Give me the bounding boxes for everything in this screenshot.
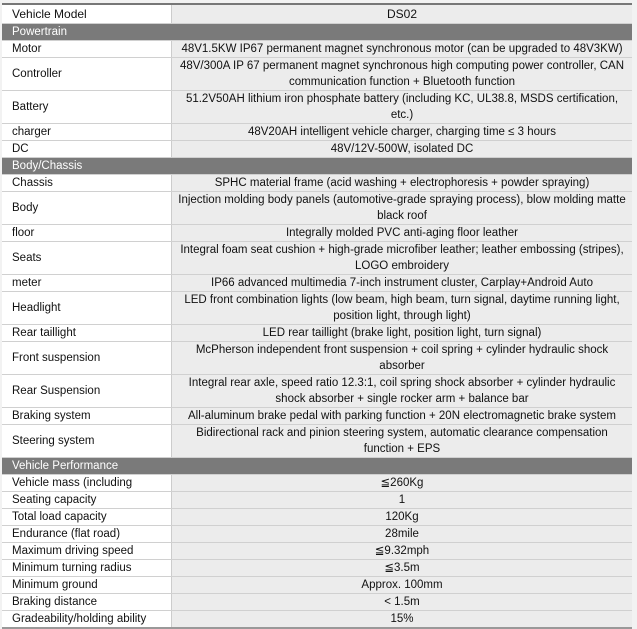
section-header: Body/Chassis	[2, 157, 632, 175]
spec-label: Vehicle Model	[2, 4, 172, 24]
table-row: Endurance (flat road) 28mile	[2, 525, 632, 543]
table-row: Chassis SPHC material frame (acid washing…	[2, 174, 632, 192]
spec-value: Integral foam seat cushion + high-grade …	[171, 241, 632, 275]
table-row: Controller 48V/300A IP 67 permanent magne…	[2, 57, 632, 91]
table-row: Headlight LED front combination lights (l…	[2, 291, 632, 325]
spec-label: Total load capacity	[2, 508, 172, 526]
spec-label: Braking system	[2, 407, 172, 425]
table-row: Rear Suspension Integral rear axle, speed…	[2, 374, 632, 408]
spec-label: Body	[2, 191, 172, 225]
spec-value: 48V/12V-500W, isolated DC	[171, 140, 632, 158]
spec-label: Rear taillight	[2, 324, 172, 342]
spec-label: Gradeability/holding ability	[2, 610, 172, 629]
spec-value: SPHC material frame (acid washing + elec…	[171, 174, 632, 192]
table-row: Maximum driving speed ≦9.32mph	[2, 542, 632, 560]
spec-table: Vehicle Model DS02 Powertrain Motor 48V1.5…	[2, 3, 632, 629]
spec-value: LED front combination lights (low beam, …	[171, 291, 632, 325]
table-row: Seats Integral foam seat cushion + high-g…	[2, 241, 632, 275]
table-row: Braking system All-aluminum brake pedal w…	[2, 407, 632, 425]
spec-label: Chassis	[2, 174, 172, 192]
spec-label: Controller	[2, 57, 172, 91]
spec-label: Rear Suspension	[2, 374, 172, 408]
table-row: Battery 51.2V50AH lithium iron phosphate …	[2, 90, 632, 124]
spec-value: 48V1.5KW IP67 permanent magnet synchrono…	[171, 40, 632, 58]
table-row: Minimum ground Approx. 100mm	[2, 576, 632, 594]
spec-value: LED rear taillight (brake light, positio…	[171, 324, 632, 342]
table-row: Minimum turning radius ≦3.5m	[2, 559, 632, 577]
spec-label: meter	[2, 274, 172, 292]
table-row: Vehicle mass (including ≦260Kg	[2, 474, 632, 492]
spec-value: Approx. 100mm	[171, 576, 632, 594]
table-row: charger 48V20AH intelligent vehicle charg…	[2, 123, 632, 141]
spec-value: Bidirectional rack and pinion steering s…	[171, 424, 632, 458]
section-title: Body/Chassis	[2, 157, 632, 175]
spec-label: DC	[2, 140, 172, 158]
table-row: floor Integrally molded PVC anti-aging fl…	[2, 224, 632, 242]
spec-label: Seats	[2, 241, 172, 275]
spec-value: 120Kg	[171, 508, 632, 526]
spec-value: ≦9.32mph	[171, 542, 632, 560]
spec-value: 48V20AH intelligent vehicle charger, cha…	[171, 123, 632, 141]
spec-value: McPherson independent front suspension +…	[171, 341, 632, 375]
spec-label: Headlight	[2, 291, 172, 325]
spec-label: Maximum driving speed	[2, 542, 172, 560]
spec-label: Seating capacity	[2, 491, 172, 509]
spec-value: 48V/300A IP 67 permanent magnet synchron…	[171, 57, 632, 91]
table-row: Total load capacity 120Kg	[2, 508, 632, 526]
spec-value: 28mile	[171, 525, 632, 543]
spec-label: Vehicle mass (including	[2, 474, 172, 492]
spec-label: Endurance (flat road)	[2, 525, 172, 543]
spec-label: Battery	[2, 90, 172, 124]
spec-value: All-aluminum brake pedal with parking fu…	[171, 407, 632, 425]
spec-label: Motor	[2, 40, 172, 58]
spec-value: Integrally molded PVC anti-aging floor l…	[171, 224, 632, 242]
spec-value: 15%	[171, 610, 632, 629]
spec-value: < 1.5m	[171, 593, 632, 611]
section-title: Powertrain	[2, 23, 632, 41]
table-row: DC 48V/12V-500W, isolated DC	[2, 140, 632, 158]
table-row: Front suspension McPherson independent fr…	[2, 341, 632, 375]
spec-value: ≦260Kg	[171, 474, 632, 492]
table-row: Rear taillight LED rear taillight (brake …	[2, 324, 632, 342]
spec-label: Braking distance	[2, 593, 172, 611]
spec-label: Front suspension	[2, 341, 172, 375]
table-row: Body Injection molding body panels (autom…	[2, 191, 632, 225]
spec-value: IP66 advanced multimedia 7-inch instrume…	[171, 274, 632, 292]
section-header: Powertrain	[2, 23, 632, 41]
table-row: Braking distance < 1.5m	[2, 593, 632, 611]
spec-label: charger	[2, 123, 172, 141]
spec-value: DS02	[171, 4, 632, 24]
spec-value: ≦3.5m	[171, 559, 632, 577]
spec-value: Integral rear axle, speed ratio 12.3:1, …	[171, 374, 632, 408]
table-row: Gradeability/holding ability 15%	[2, 610, 632, 629]
spec-label: floor	[2, 224, 172, 242]
table-row: Seating capacity 1	[2, 491, 632, 509]
section-header: Vehicle Performance	[2, 457, 632, 475]
vehicle-model-row: Vehicle Model DS02	[2, 4, 632, 24]
table-row: Steering system Bidirectional rack and pi…	[2, 424, 632, 458]
spec-label: Steering system	[2, 424, 172, 458]
spec-value: Injection molding body panels (automotiv…	[171, 191, 632, 225]
table-row: meter IP66 advanced multimedia 7-inch ins…	[2, 274, 632, 292]
table-row: Motor 48V1.5KW IP67 permanent magnet sync…	[2, 40, 632, 58]
spec-label: Minimum ground	[2, 576, 172, 594]
section-title: Vehicle Performance	[2, 457, 632, 475]
spec-label: Minimum turning radius	[2, 559, 172, 577]
spec-value: 1	[171, 491, 632, 509]
spec-value: 51.2V50AH lithium iron phosphate battery…	[171, 90, 632, 124]
